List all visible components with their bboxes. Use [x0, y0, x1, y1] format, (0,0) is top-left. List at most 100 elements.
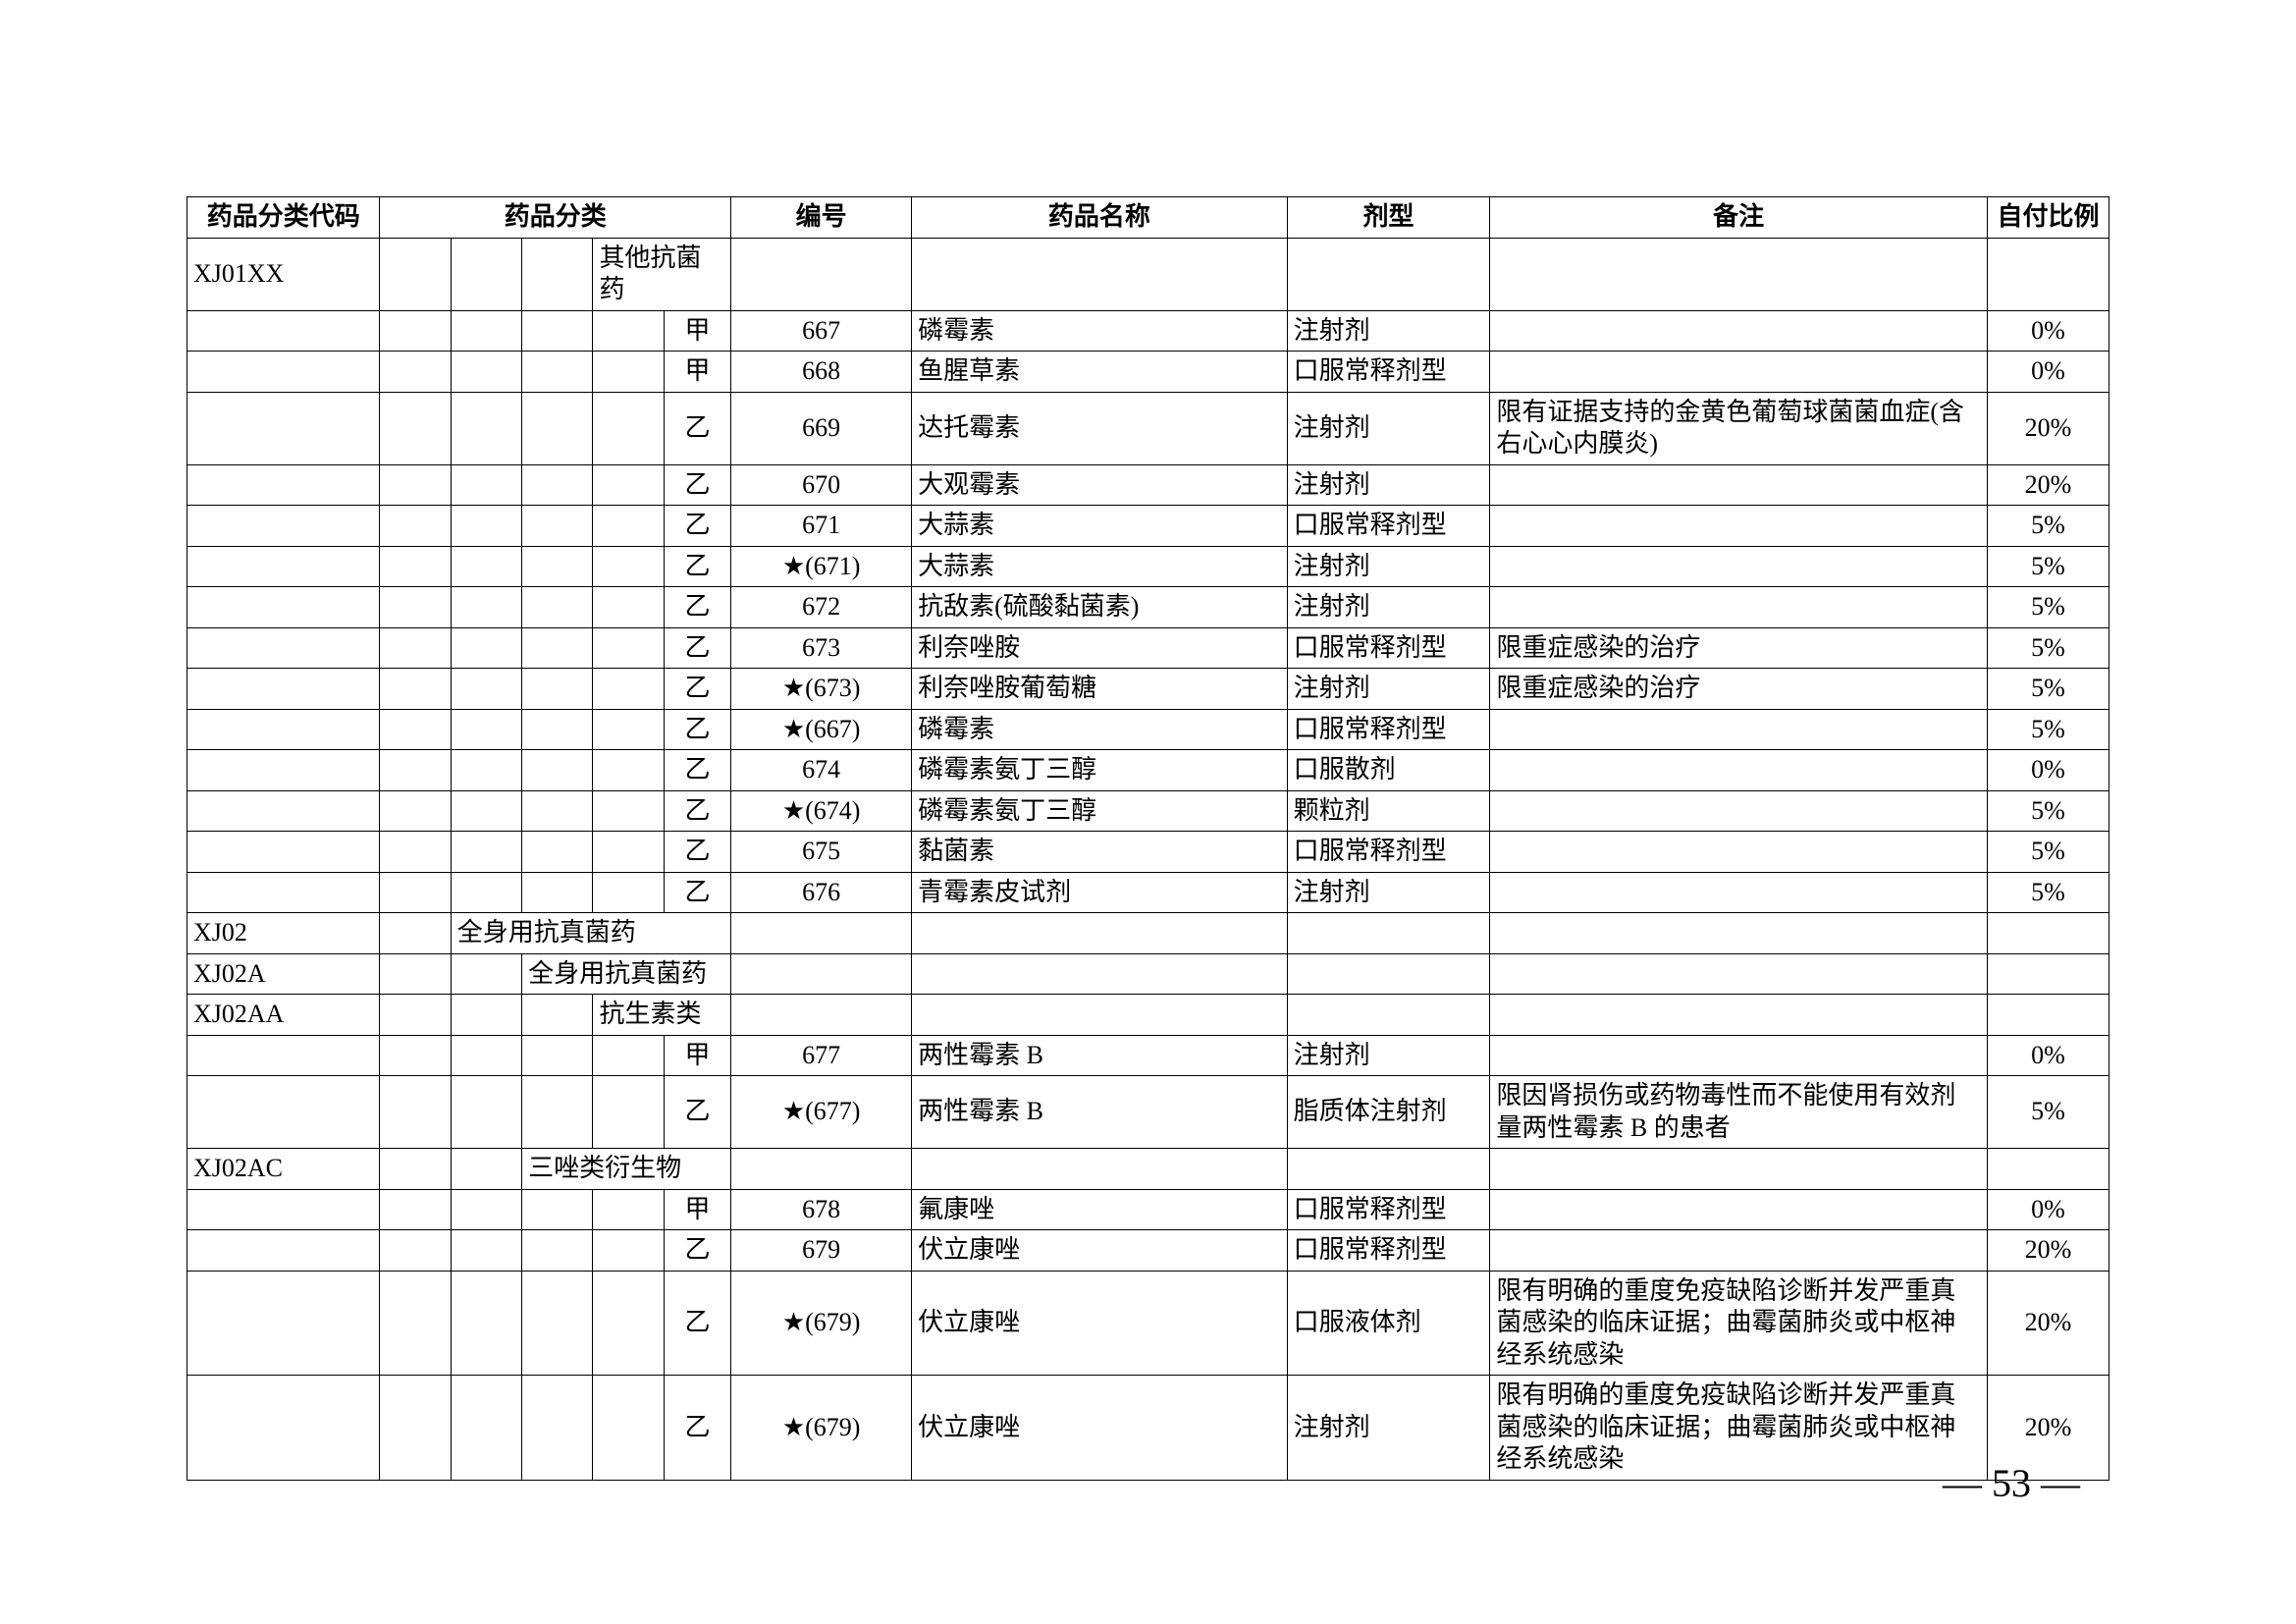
cell-sub-blank	[451, 1189, 521, 1230]
col-form: 剂型	[1287, 197, 1490, 239]
cell-grade: 乙	[664, 832, 730, 873]
cell-sub-blank	[451, 392, 521, 464]
cell-drug-name: 达托霉素	[912, 392, 1287, 464]
cell-sub-blank	[451, 587, 521, 628]
cell-drug-name: 伏立康唑	[912, 1376, 1287, 1481]
cell-grade: 甲	[664, 352, 730, 393]
cell-ratio: 5%	[1987, 832, 2109, 873]
cell-drug-name: 青霉素皮试剂	[912, 872, 1287, 913]
table-row: XJ02AC三唑类衍生物	[187, 1149, 2109, 1190]
cell-sub-blank	[451, 464, 521, 506]
table-row: XJ02AA抗生素类	[187, 995, 2109, 1036]
cell-sub-blank	[451, 1230, 521, 1272]
cell-number: 679	[731, 1230, 912, 1272]
table-row: 乙669达托霉素注射剂限有证据支持的金黄色葡萄球菌菌血症(含右心心内膜炎)20%	[187, 392, 2109, 464]
page-number: — 53 —	[1943, 1460, 2080, 1506]
cell-sub-blank	[380, 310, 451, 352]
cell-dosage-form: 注射剂	[1287, 669, 1490, 710]
cell-code	[187, 709, 380, 750]
cell-sub-blank	[380, 627, 451, 669]
cell-ratio	[1987, 1149, 2109, 1190]
cell-drug-name: 伏立康唑	[912, 1230, 1287, 1272]
cell-code	[187, 464, 380, 506]
cell-grade: 乙	[664, 627, 730, 669]
cell-dosage-form: 口服常释剂型	[1287, 506, 1490, 547]
cell-grade: 乙	[664, 464, 730, 506]
cell-grade: 乙	[664, 546, 730, 587]
table-body: XJ01XX其他抗菌药甲667磷霉素注射剂0%甲668鱼腥草素口服常释剂型0%乙…	[187, 238, 2109, 1480]
cell-sub-blank	[593, 392, 664, 464]
cell-drug-name: 大蒜素	[912, 546, 1287, 587]
cell-ratio: 5%	[1987, 790, 2109, 832]
cell-sub-blank	[593, 872, 664, 913]
cell-drug-name	[912, 238, 1287, 310]
cell-number: ★(667)	[731, 709, 912, 750]
table-row: 乙676青霉素皮试剂注射剂5%	[187, 872, 2109, 913]
cell-sub-blank	[451, 790, 521, 832]
cell-dosage-form: 口服常释剂型	[1287, 1189, 1490, 1230]
cell-number: ★(677)	[731, 1076, 912, 1149]
cell-number	[731, 953, 912, 995]
cell-dosage-form: 口服常释剂型	[1287, 352, 1490, 393]
cell-sub-blank	[380, 709, 451, 750]
cell-number: 668	[731, 352, 912, 393]
cell-number	[731, 1149, 912, 1190]
cell-ratio: 20%	[1987, 1271, 2109, 1376]
cell-category: 抗生素类	[593, 995, 731, 1036]
cell-drug-name: 大蒜素	[912, 506, 1287, 547]
cell-note: 限因肾损伤或药物毒性而不能使用有效剂量两性霉素 B 的患者	[1490, 1076, 1988, 1149]
col-category: 药品分类	[380, 197, 731, 239]
cell-dosage-form	[1287, 1149, 1490, 1190]
table-row: 乙674磷霉素氨丁三醇口服散剂0%	[187, 750, 2109, 791]
cell-note	[1490, 709, 1988, 750]
cell-ratio: 5%	[1987, 1076, 2109, 1149]
cell-grade: 乙	[664, 669, 730, 710]
cell-dosage-form: 注射剂	[1287, 464, 1490, 506]
cell-dosage-form	[1287, 995, 1490, 1036]
cell-sub-blank	[451, 506, 521, 547]
cell-drug-name	[912, 995, 1287, 1036]
cell-ratio: 5%	[1987, 627, 2109, 669]
cell-sub-blank	[522, 995, 593, 1036]
cell-drug-name: 鱼腥草素	[912, 352, 1287, 393]
table-row: 乙673利奈唑胺口服常释剂型限重症感染的治疗5%	[187, 627, 2109, 669]
cell-sub-blank	[380, 392, 451, 464]
cell-sub-blank	[451, 995, 521, 1036]
cell-dosage-form	[1287, 953, 1490, 995]
cell-dosage-form: 注射剂	[1287, 1376, 1490, 1481]
cell-sub-blank	[451, 872, 521, 913]
cell-number: 671	[731, 506, 912, 547]
cell-drug-name: 黏菌素	[912, 832, 1287, 873]
cell-sub-blank	[593, 546, 664, 587]
cell-number: 677	[731, 1035, 912, 1076]
cell-note	[1490, 1149, 1988, 1190]
table-row: XJ02全身用抗真菌药	[187, 913, 2109, 954]
cell-code: XJ01XX	[187, 238, 380, 310]
cell-note	[1490, 238, 1988, 310]
table-row: XJ01XX其他抗菌药	[187, 238, 2109, 310]
cell-sub-blank	[593, 1271, 664, 1376]
cell-sub-blank	[380, 1376, 451, 1481]
cell-code	[187, 669, 380, 710]
cell-sub-blank	[451, 1035, 521, 1076]
cell-note	[1490, 995, 1988, 1036]
cell-number: 673	[731, 627, 912, 669]
cell-code	[187, 750, 380, 791]
cell-sub-blank	[522, 832, 593, 873]
cell-note	[1490, 506, 1988, 547]
cell-dosage-form: 口服常释剂型	[1287, 627, 1490, 669]
cell-code	[187, 872, 380, 913]
cell-dosage-form: 口服常释剂型	[1287, 709, 1490, 750]
cell-grade: 乙	[664, 872, 730, 913]
cell-sub-blank	[593, 352, 664, 393]
cell-number: 676	[731, 872, 912, 913]
page: 药品分类代码 药品分类 编号 药品名称 剂型 备注 自付比例 XJ01XX其他抗…	[0, 0, 2296, 1624]
table-row: 乙★(679)伏立康唑注射剂限有明确的重度免疫缺陷诊断并发严重真菌感染的临床证据…	[187, 1376, 2109, 1481]
cell-code	[187, 1230, 380, 1272]
cell-dosage-form: 注射剂	[1287, 546, 1490, 587]
cell-sub-blank	[593, 310, 664, 352]
cell-sub-blank	[522, 790, 593, 832]
cell-code	[187, 1189, 380, 1230]
cell-ratio: 5%	[1987, 587, 2109, 628]
cell-drug-name: 磷霉素	[912, 310, 1287, 352]
